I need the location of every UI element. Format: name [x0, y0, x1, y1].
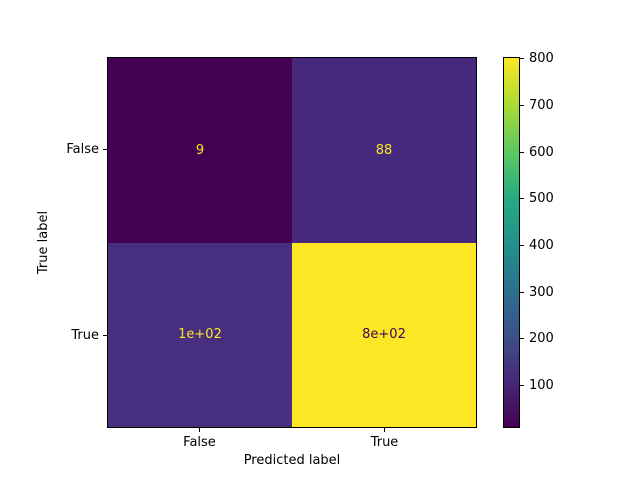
heatmap-cell-true-true-pred-false: 1e+02: [108, 242, 292, 427]
y-tick-label-true: True: [71, 327, 99, 343]
x-axis-label: Predicted label: [243, 453, 341, 468]
x-axis-tick-mark: [199, 428, 200, 432]
heatmap-plot: 9 88 1e+02 8e+02: [107, 57, 477, 428]
colorbar-tick-mark: [520, 105, 524, 107]
colorbar-tick-label-200: 200: [529, 331, 554, 347]
colorbar-tick-label-700: 700: [529, 98, 554, 114]
x-tick-label-true: True: [370, 435, 399, 450]
heatmap-cell-true-false-pred-true: 88: [292, 58, 476, 243]
cell-value: 1e+02: [178, 327, 222, 343]
colorbar: [503, 57, 520, 428]
colorbar-tick-label-800: 800: [529, 51, 554, 67]
y-tick-label-false: False: [66, 142, 99, 158]
y-axis-tick-mark: [103, 149, 107, 151]
colorbar-tick-mark: [520, 245, 524, 247]
colorbar-tick-mark: [520, 151, 524, 153]
cell-value: 88: [375, 142, 393, 158]
colorbar-tick-label-500: 500: [529, 191, 554, 207]
colorbar-tick-mark: [520, 198, 524, 200]
y-axis-label-container: True label: [30, 57, 58, 428]
colorbar-tick-mark: [520, 58, 524, 60]
colorbar-tick-mark: [520, 338, 524, 340]
colorbar-tick-mark: [520, 385, 524, 387]
heatmap-cell-true-true-pred-true: 8e+02: [292, 242, 476, 427]
colorbar-tick-mark: [520, 291, 524, 293]
cell-value: 9: [195, 142, 205, 158]
colorbar-tick-label-600: 600: [529, 144, 554, 160]
x-axis-tick-mark: [384, 428, 385, 432]
colorbar-tick-label-400: 400: [529, 238, 554, 254]
y-axis-tick-mark: [103, 334, 107, 336]
cell-value: 8e+02: [362, 327, 406, 343]
x-tick-label-false: False: [183, 435, 216, 450]
heatmap-cell-true-false-pred-false: 9: [108, 58, 292, 243]
colorbar-tick-label-300: 300: [529, 284, 554, 300]
colorbar-tick-label-100: 100: [529, 378, 554, 394]
y-axis-label: True label: [36, 210, 52, 275]
